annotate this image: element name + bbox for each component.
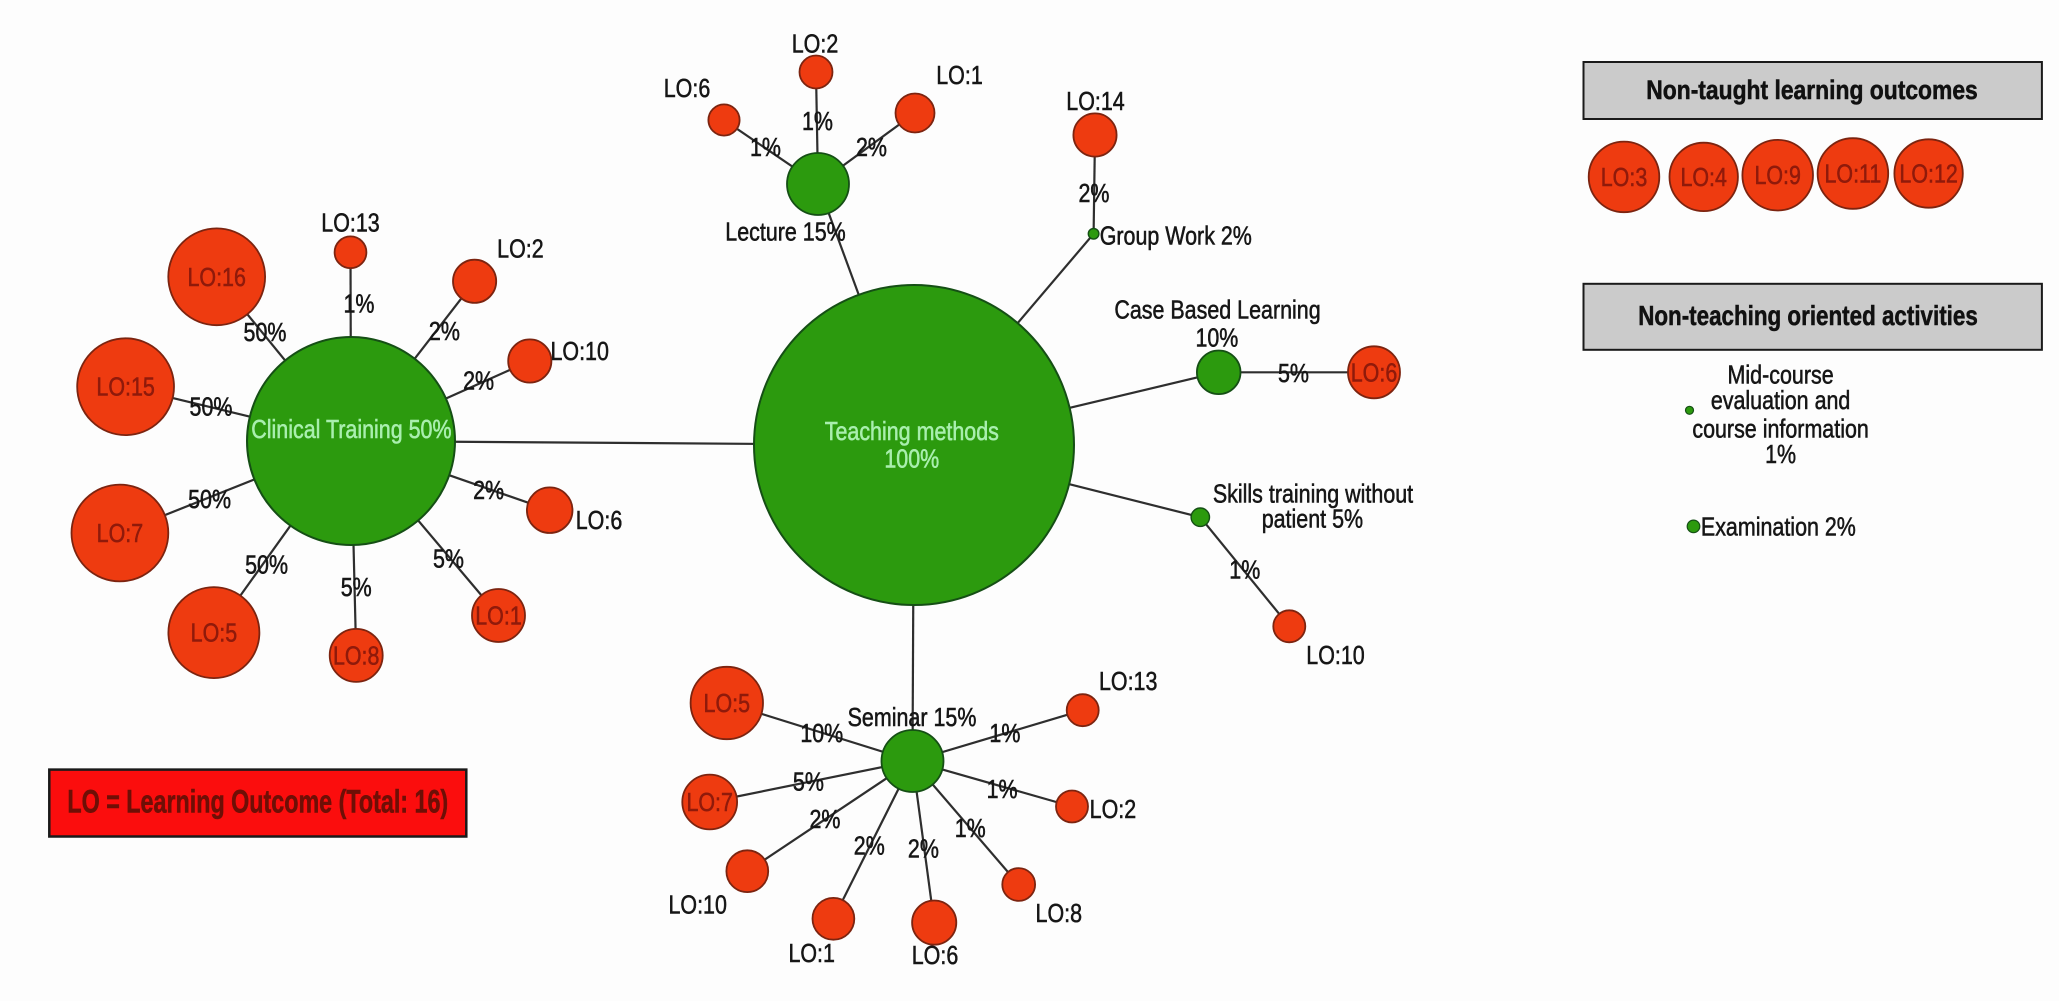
svg-text:2%: 2% <box>429 316 460 346</box>
svg-text:LO:2: LO:2 <box>792 29 839 59</box>
svg-text:2%: 2% <box>463 365 494 395</box>
svg-text:LO:14: LO:14 <box>1066 86 1124 116</box>
svg-text:2%: 2% <box>854 831 885 861</box>
svg-text:1%: 1% <box>1229 555 1260 585</box>
svg-text:LO:13: LO:13 <box>321 208 379 238</box>
svg-text:LO:6: LO:6 <box>1351 357 1398 387</box>
svg-text:Examination 2%: Examination 2% <box>1701 511 1856 541</box>
svg-text:50%: 50% <box>190 392 233 422</box>
svg-text:1%: 1% <box>802 106 833 136</box>
svg-text:LO:3: LO:3 <box>1601 162 1648 192</box>
svg-text:Seminar 15%: Seminar 15% <box>848 702 977 732</box>
svg-text:LO:1: LO:1 <box>475 601 522 631</box>
svg-text:2%: 2% <box>908 833 939 863</box>
svg-text:evaluation and: evaluation and <box>1711 385 1851 415</box>
svg-text:1%: 1% <box>989 718 1020 748</box>
svg-text:LO:10: LO:10 <box>669 890 727 920</box>
svg-text:LO:10: LO:10 <box>551 336 609 366</box>
svg-text:LO:8: LO:8 <box>333 640 380 670</box>
svg-text:Non-teaching oriented activiti: Non-teaching oriented activities <box>1638 300 1978 331</box>
svg-text:LO:5: LO:5 <box>191 618 238 648</box>
svg-text:LO:1: LO:1 <box>936 60 983 90</box>
svg-text:5%: 5% <box>433 544 464 574</box>
svg-text:50%: 50% <box>188 484 231 514</box>
svg-text:1%: 1% <box>955 813 986 843</box>
svg-text:LO:2: LO:2 <box>497 233 544 263</box>
svg-text:Clinical Training 50%: Clinical Training 50% <box>251 414 451 444</box>
svg-text:1%: 1% <box>1765 439 1796 469</box>
svg-text:LO:11: LO:11 <box>1825 159 1882 189</box>
svg-text:LO:6: LO:6 <box>664 73 711 103</box>
svg-text:1%: 1% <box>750 132 781 162</box>
svg-text:Skills training without: Skills training without <box>1213 478 1414 508</box>
svg-text:LO:10: LO:10 <box>1306 640 1364 670</box>
svg-text:1%: 1% <box>344 289 375 319</box>
svg-text:Mid-course: Mid-course <box>1728 359 1834 389</box>
svg-text:LO:8: LO:8 <box>1036 898 1083 928</box>
svg-text:LO:2: LO:2 <box>1090 794 1137 824</box>
svg-text:LO:6: LO:6 <box>912 940 959 970</box>
svg-text:Group Work 2%: Group Work 2% <box>1100 220 1252 250</box>
svg-text:Lecture 15%: Lecture 15% <box>725 216 845 246</box>
svg-text:5%: 5% <box>793 766 824 796</box>
svg-text:10%: 10% <box>1195 323 1238 353</box>
svg-text:patient 5%: patient 5% <box>1262 504 1363 534</box>
svg-text:LO:16: LO:16 <box>188 262 246 292</box>
svg-text:Case Based Learning: Case Based Learning <box>1114 294 1320 324</box>
svg-text:50%: 50% <box>244 317 287 347</box>
svg-text:LO:4: LO:4 <box>1680 162 1727 192</box>
svg-text:LO:1: LO:1 <box>788 938 835 968</box>
svg-text:LO:6: LO:6 <box>576 505 623 535</box>
svg-text:LO:15: LO:15 <box>96 372 154 402</box>
svg-text:Teaching methods: Teaching methods <box>825 416 999 446</box>
svg-text:2%: 2% <box>1079 178 1110 208</box>
svg-text:2%: 2% <box>856 132 887 162</box>
svg-text:100%: 100% <box>884 444 939 474</box>
svg-text:2%: 2% <box>473 475 504 505</box>
svg-text:5%: 5% <box>1278 358 1309 388</box>
svg-text:LO = Learning Outcome (Total:: LO = Learning Outcome (Total: 16) <box>67 784 448 820</box>
svg-text:course information: course information <box>1692 414 1869 444</box>
svg-text:LO:5: LO:5 <box>704 688 751 718</box>
svg-text:50%: 50% <box>245 549 288 579</box>
svg-text:2%: 2% <box>810 804 841 834</box>
svg-text:5%: 5% <box>341 572 372 602</box>
svg-text:LO:9: LO:9 <box>1754 160 1801 190</box>
svg-text:10%: 10% <box>800 718 843 748</box>
svg-text:LO:13: LO:13 <box>1099 666 1157 696</box>
svg-text:LO:12: LO:12 <box>1899 159 1957 189</box>
svg-text:Non-taught learning outcomes: Non-taught learning outcomes <box>1646 75 1978 105</box>
svg-text:LO:7: LO:7 <box>97 518 144 548</box>
svg-text:1%: 1% <box>987 774 1018 804</box>
svg-text:LO:7: LO:7 <box>686 787 733 817</box>
